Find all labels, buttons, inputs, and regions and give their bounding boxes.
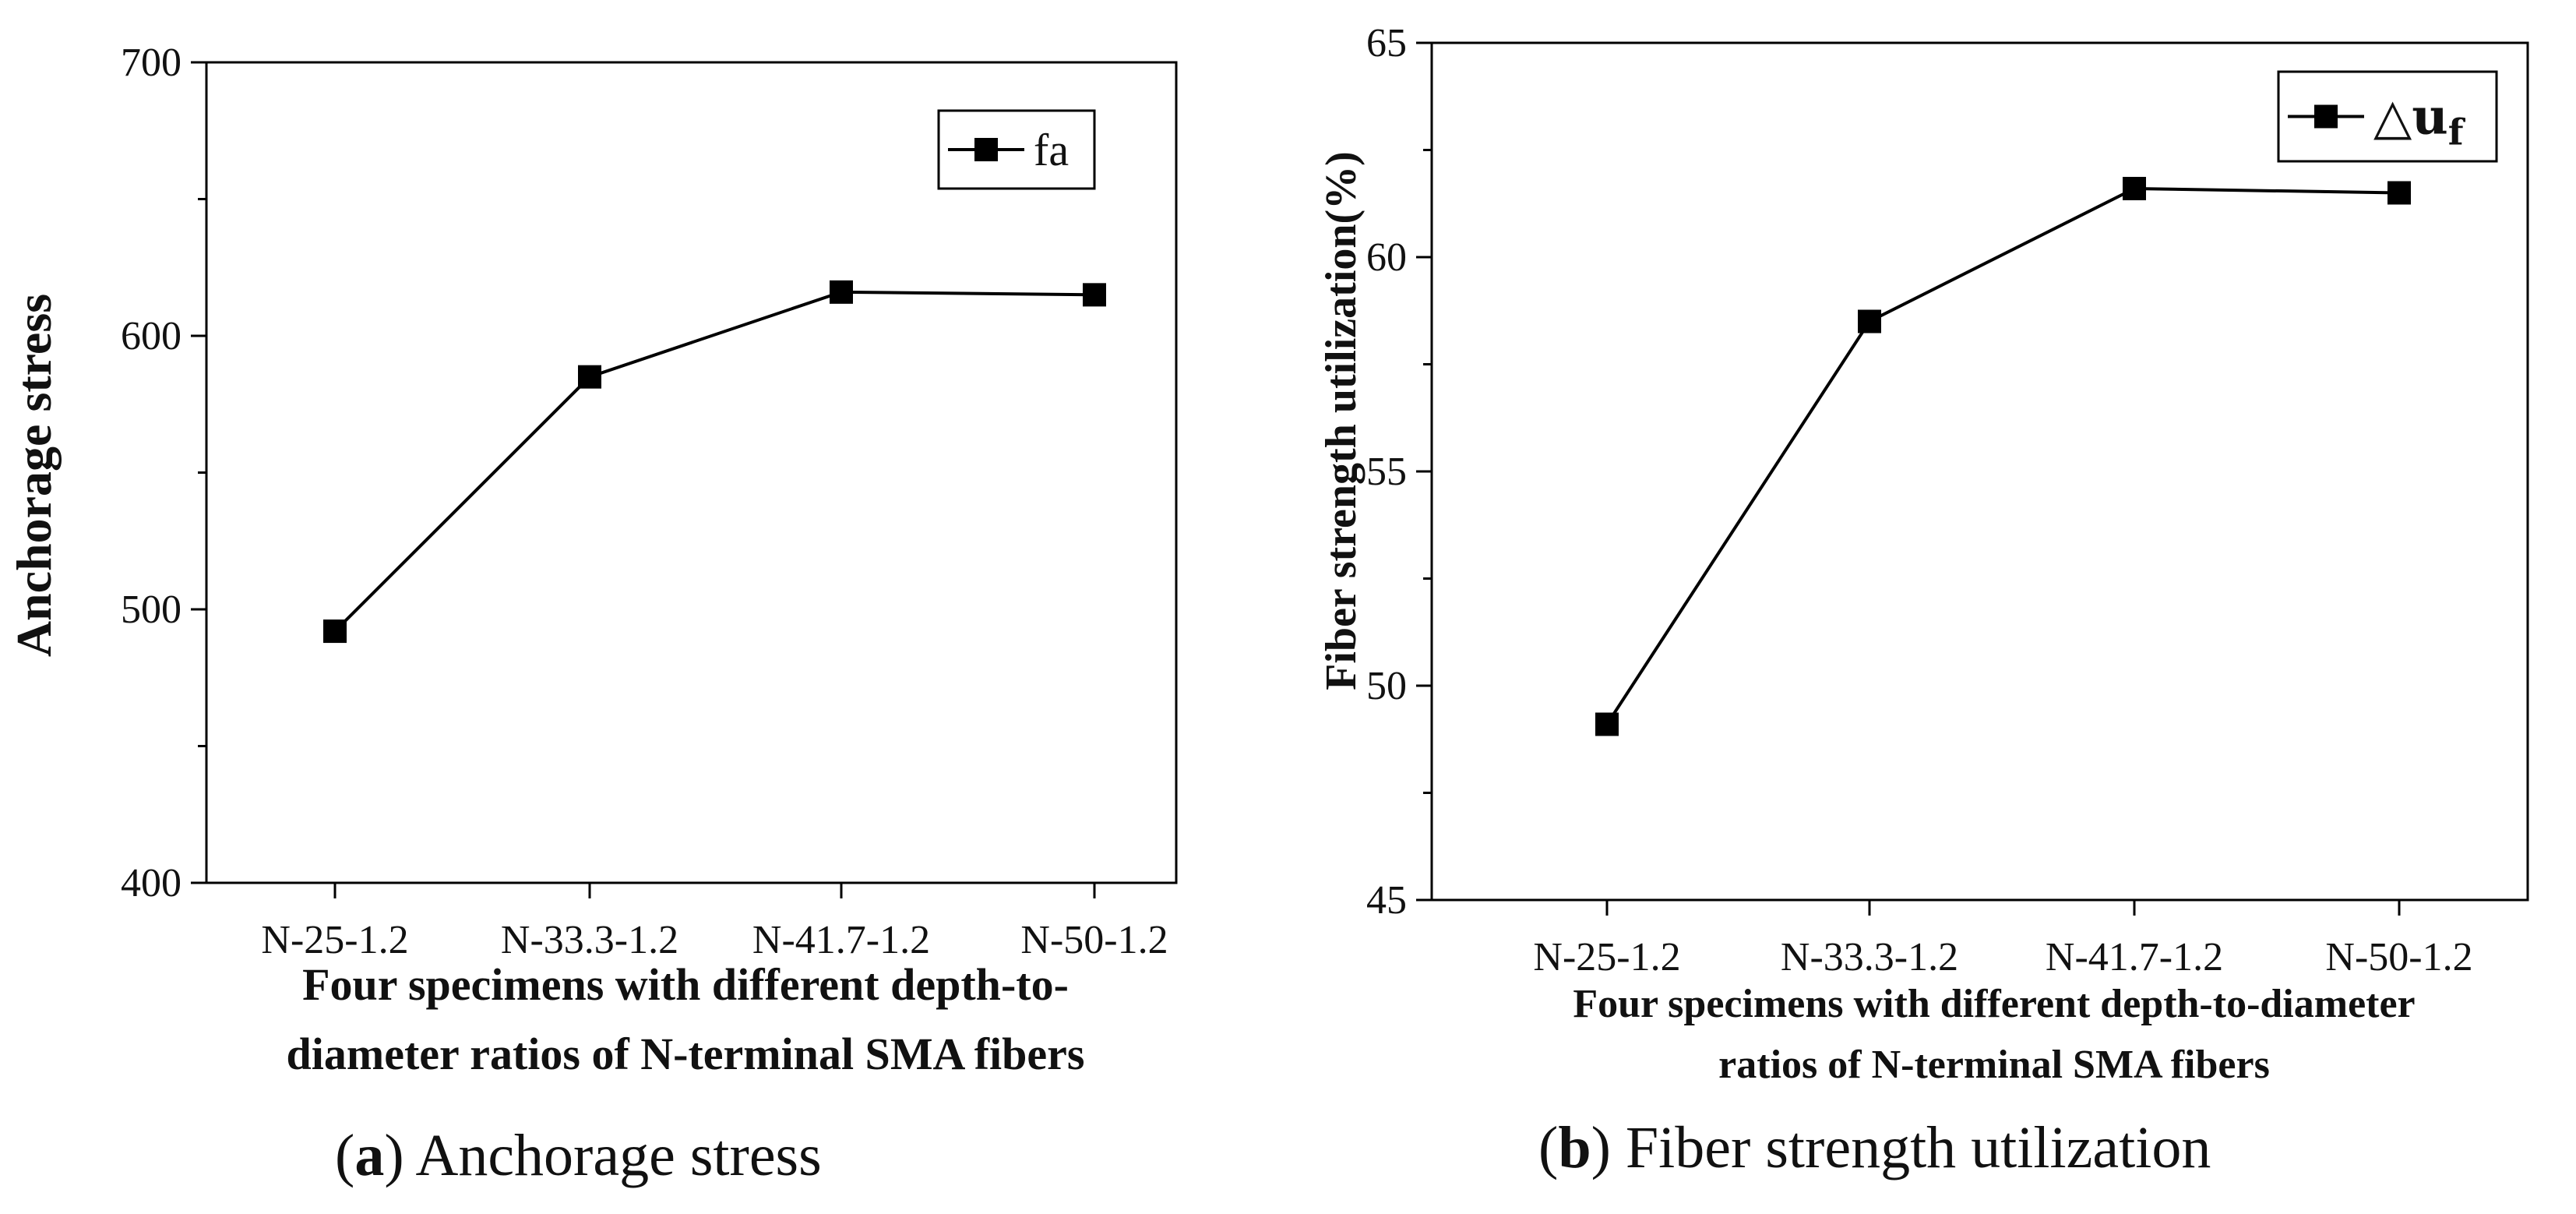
- x-tick-label: N-41.7-1.2: [2046, 935, 2223, 979]
- x-axis-label-line: Four specimens with different depth-to-: [302, 959, 1069, 1010]
- x-tick-label: N-25-1.2: [1533, 935, 1680, 979]
- chart-b: 45 50 55 60 65 N-25-1.2 N-33.3-1.2 N-41.7-1.2 N-…: [1317, 21, 2529, 1087]
- data-point: [1083, 283, 1106, 307]
- x-tick-label: N-41.7-1.2: [752, 918, 930, 962]
- legend-marker: [974, 138, 998, 161]
- data-point: [1858, 309, 1881, 333]
- legend-marker: [2314, 104, 2338, 129]
- x-tick-label: N-33.3-1.2: [501, 918, 678, 962]
- series-line: [333, 290, 1095, 633]
- x-tick-label: N-25-1.2: [261, 918, 408, 962]
- y-axis-label: Anchorage stress: [6, 294, 62, 657]
- caption-b: (b) Fiber strength utilization: [1538, 1115, 2211, 1180]
- y-tick-label: 400: [121, 861, 181, 905]
- x-axis-label-line: diameter ratios of N-terminal SMA fibers: [287, 1029, 1085, 1079]
- caption-b-letter: b: [1558, 1115, 1591, 1180]
- x-tick-label: N-50-1.2: [1020, 918, 1168, 962]
- y-tick-label: 700: [121, 41, 181, 85]
- data-point: [2123, 177, 2146, 200]
- legend-label: △uf: [2373, 88, 2466, 154]
- x-tick-label: N-33.3-1.2: [1781, 935, 1958, 979]
- plot-frame: [1430, 41, 2529, 902]
- data-point: [323, 619, 347, 644]
- y-tick-label: 45: [1366, 878, 1407, 923]
- legend-label: fa: [1034, 125, 1069, 175]
- y-tick-label: 65: [1366, 21, 1407, 65]
- series-line: [1605, 186, 2400, 725]
- caption-a: (a) Anchorage stress: [335, 1123, 822, 1188]
- x-axis-label-line: ratios of N-terminal SMA fibers: [1718, 1043, 2270, 1087]
- chart-a: 400 500 600 700 N-25-1.2 N-33.3-1.2 N-41.7-1.2…: [6, 41, 1178, 1079]
- data-point: [2387, 181, 2411, 205]
- y-tick-label: 50: [1366, 664, 1407, 708]
- caption-a-text: Anchorage stress: [415, 1123, 822, 1188]
- caption-b-text: Fiber strength utilization: [1625, 1115, 2211, 1180]
- y-tick-label: 600: [121, 314, 181, 358]
- y-tick-label: 55: [1366, 450, 1407, 494]
- x-axis-label-line: Four specimens with different depth-to-d…: [1573, 982, 2415, 1026]
- data-point: [1595, 712, 1619, 736]
- caption-a-letter: a: [354, 1123, 385, 1188]
- x-tick-label: N-50-1.2: [2325, 935, 2472, 979]
- data-point: [830, 280, 853, 304]
- y-axis-label: Fiber strength utilization(%): [1317, 151, 1366, 690]
- y-tick-label: 500: [121, 588, 181, 632]
- data-point: [578, 365, 601, 389]
- y-tick-label: 60: [1366, 235, 1407, 280]
